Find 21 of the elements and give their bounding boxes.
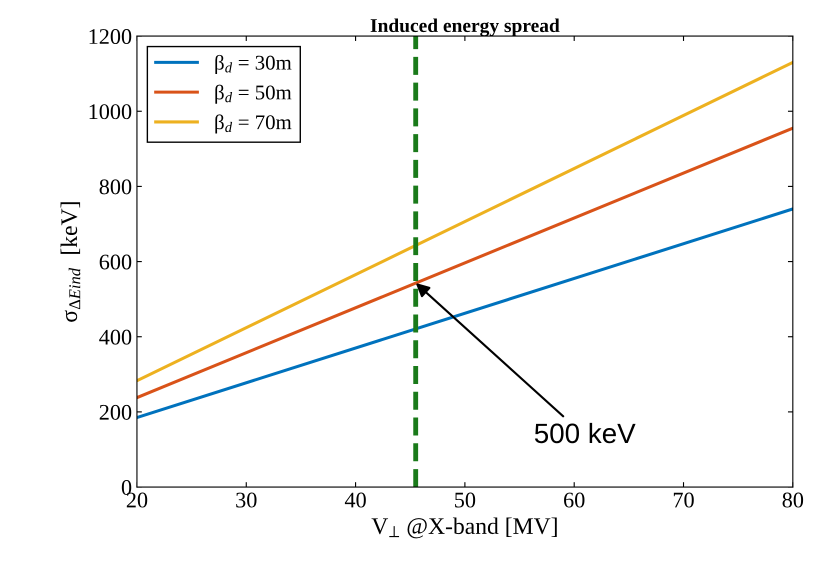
x-axis-title: V$_{⊥}$ @X-band [MV] bbox=[372, 517, 557, 538]
x-tick-label: 20 bbox=[126, 492, 148, 508]
legend-label: β$_{d}$ = 30m bbox=[215, 54, 292, 74]
x-tick-label: 80 bbox=[782, 492, 804, 508]
y-tick-label: 200 bbox=[100, 404, 132, 420]
y-axis-title: σ$_{ΔEind}$ [keV] bbox=[60, 202, 80, 322]
x-tick-label: 60 bbox=[564, 492, 584, 508]
y-tick-label: 400 bbox=[99, 330, 132, 345]
y-tick-label: 800 bbox=[100, 179, 132, 194]
legend-label: β$_{d}$ = 50m bbox=[215, 84, 292, 104]
y-tick-label: 1200 bbox=[90, 29, 132, 44]
x-tick-label: 50 bbox=[455, 492, 476, 508]
chart-title: Induced energy spread bbox=[370, 18, 560, 36]
y-tick-label: 1000 bbox=[90, 104, 132, 120]
x-tick-label: 70 bbox=[674, 492, 694, 508]
annotation: 500 keV bbox=[534, 422, 636, 444]
x-tick-label: 30 bbox=[236, 492, 257, 508]
y-tick-label: 0 bbox=[122, 480, 132, 495]
y-tick-label: 600 bbox=[100, 254, 132, 270]
legend-label: β$_{d}$ = 70m bbox=[215, 114, 292, 134]
x-tick-label: 40 bbox=[344, 492, 366, 508]
